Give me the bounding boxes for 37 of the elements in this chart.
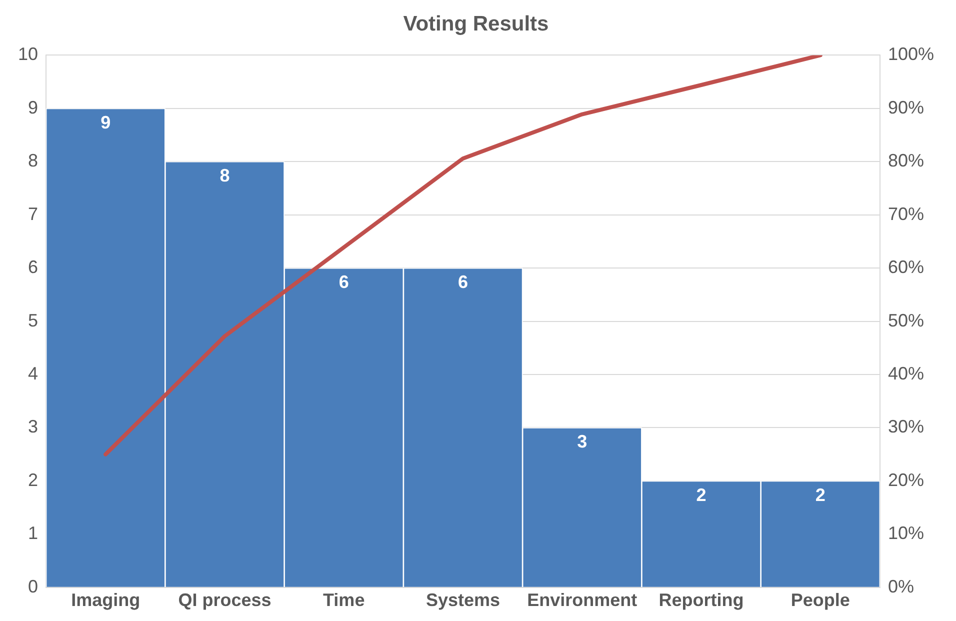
x-tick-label: People bbox=[790, 590, 850, 610]
y-tick-label: 9 bbox=[28, 97, 38, 118]
y-tick-label: 3 bbox=[28, 416, 38, 437]
y2-tick-label: 0% bbox=[888, 576, 914, 596]
y2-tick-label: 90% bbox=[888, 97, 924, 118]
y-tick-label: 1 bbox=[28, 523, 38, 544]
y-tick-label: 4 bbox=[28, 363, 38, 384]
x-tick-label: Systems bbox=[426, 590, 500, 610]
y-tick-label: 7 bbox=[28, 204, 38, 224]
data-label: 2 bbox=[696, 484, 706, 505]
chart-title: Voting Results bbox=[403, 12, 549, 36]
x-tick-label: QI process bbox=[178, 590, 272, 610]
data-label: 3 bbox=[577, 432, 588, 452]
data-label: 2 bbox=[815, 484, 826, 505]
y2-tick-label: 80% bbox=[888, 150, 924, 171]
y2-tick-label: 40% bbox=[888, 363, 924, 384]
x-tick-label: Time bbox=[323, 590, 365, 610]
y2-tick-label: 20% bbox=[888, 470, 924, 490]
data-label: 9 bbox=[100, 112, 111, 132]
y2-tick-label: 70% bbox=[888, 204, 924, 224]
y-tick-label: 8 bbox=[28, 150, 38, 171]
x-tick-label: Imaging bbox=[71, 590, 140, 610]
y2-tick-label: 100% bbox=[888, 44, 934, 64]
y-tick-label: 5 bbox=[28, 310, 38, 330]
data-label: 6 bbox=[338, 272, 349, 292]
data-label: 8 bbox=[220, 166, 230, 186]
y2-tick-label: 10% bbox=[888, 523, 924, 544]
y-tick-label: 0 bbox=[28, 576, 38, 596]
x-tick-label: Reporting bbox=[658, 590, 744, 610]
y-tick-label: 2 bbox=[28, 470, 38, 490]
y2-tick-label: 60% bbox=[888, 257, 924, 278]
data-label: 6 bbox=[458, 272, 468, 292]
x-tick-label: Environment bbox=[527, 590, 638, 610]
y-tick-label: 10 bbox=[18, 44, 38, 64]
y2-tick-label: 30% bbox=[888, 416, 924, 437]
y2-tick-label: 50% bbox=[888, 310, 924, 330]
y-tick-label: 6 bbox=[28, 257, 38, 278]
